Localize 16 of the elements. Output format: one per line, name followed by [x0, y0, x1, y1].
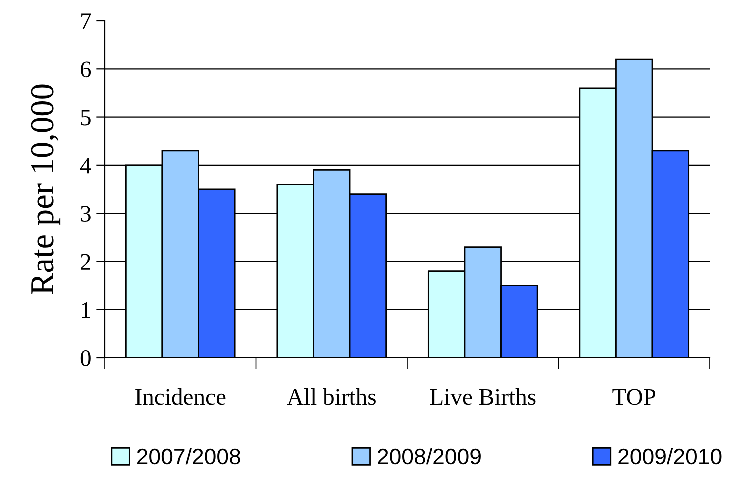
- legend-label: 2007/2008: [137, 448, 240, 465]
- legend-label: 2009/2010: [618, 448, 722, 465]
- y-tick-label: 4: [80, 158, 92, 174]
- x-tick-label: TOP: [612, 389, 656, 406]
- y-tick-label: 3: [81, 206, 91, 222]
- x-tick-label: Incidence: [136, 388, 226, 406]
- x-tick-label: All births: [287, 388, 376, 406]
- y-tick-label: 7: [82, 14, 92, 30]
- y-tick-label: 5: [81, 110, 91, 126]
- y-tick-label: 1: [82, 302, 90, 318]
- y-tick-label: 6: [81, 62, 92, 78]
- y-axis-title: Rate per 10,000: [31, 84, 61, 295]
- y-tick-label: 0: [80, 350, 91, 366]
- y-tick-label: 2: [81, 254, 91, 270]
- legend-label: 2008/2009: [378, 448, 481, 465]
- x-tick-label: Live Births: [430, 388, 536, 406]
